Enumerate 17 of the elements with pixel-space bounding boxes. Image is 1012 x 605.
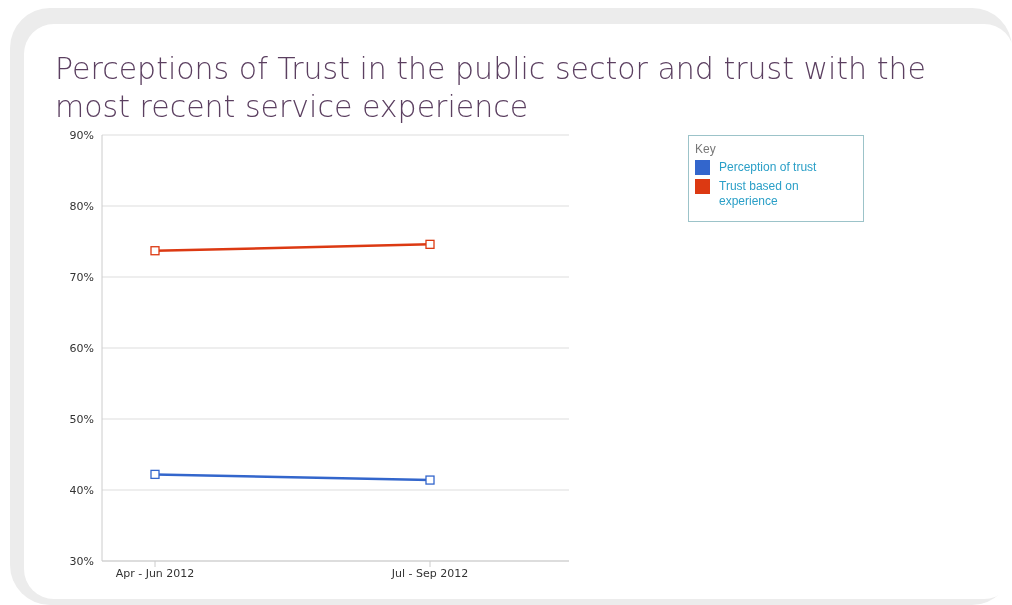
y-tick-label: 90%: [69, 128, 94, 142]
point: [150, 469, 160, 480]
chart-title: Perceptions of Trust in the public sector and trust with the most recent service experience: [55, 50, 927, 126]
x-tick-label: Jul - Sep 2012: [390, 566, 469, 580]
point: [150, 246, 160, 256]
y-tick-label: 70%: [69, 270, 94, 284]
legend-label: Perception of trust: [719, 160, 818, 175]
y-tick-label: 40%: [69, 483, 94, 497]
point: [425, 475, 435, 485]
x-tick-label: Apr - Jun 2012: [115, 566, 195, 580]
legend-label: Trust based on experience: [719, 179, 800, 209]
point: [425, 239, 435, 249]
y-tick-label: 30%: [69, 554, 94, 568]
legend-title: Key: [695, 142, 717, 156]
y-tick-label: 80%: [69, 199, 94, 213]
y-tick-label: 60%: [69, 341, 94, 355]
y-tick-label: 50%: [69, 412, 94, 426]
